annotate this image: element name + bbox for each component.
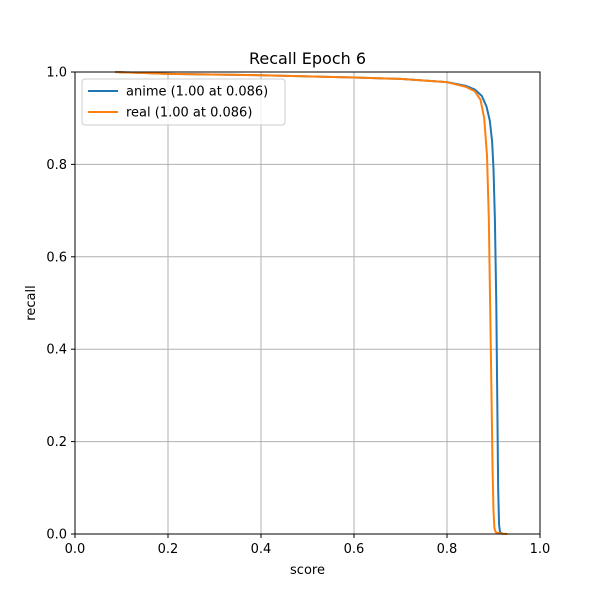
- series-line-anime: [114, 71, 504, 535]
- x-tick-label: 0.2: [158, 542, 179, 557]
- series-layer: [114, 71, 508, 535]
- x-tick-label: 1.0: [530, 542, 551, 557]
- x-tick-label: 0.0: [65, 542, 86, 557]
- legend-label-real: real (1.00 at 0.086): [126, 106, 252, 121]
- plot-frame: [74, 71, 541, 535]
- series-line-real: [114, 71, 508, 535]
- y-tick-label: 0.6: [46, 250, 67, 265]
- y-tick-label: 1.0: [46, 66, 67, 81]
- x-axis-label: score: [290, 563, 325, 578]
- grid-layer: [74, 71, 541, 535]
- x-tick-label: 0.8: [437, 542, 458, 557]
- x-tick-label: 0.6: [344, 542, 365, 557]
- y-tick-label: 0.2: [46, 435, 67, 450]
- y-tick-label: 0.0: [46, 528, 67, 543]
- y-axis-label: recall: [24, 285, 39, 320]
- x-tick-label: 0.4: [251, 542, 272, 557]
- y-tick-label: 0.4: [46, 343, 67, 358]
- legend: anime (1.00 at 0.086) real (1.00 at 0.08…: [81, 78, 286, 126]
- ticks-layer: 0.0 0.2 0.4 0.6 0.8 1.0 0.0 0.2 0.4 0.6 0.8 1.0: [46, 66, 550, 558]
- legend-box: [81, 78, 286, 126]
- legend-label-anime: anime (1.00 at 0.086): [126, 85, 268, 100]
- chart-title: Recall Epoch 6: [249, 49, 366, 68]
- y-tick-label: 0.8: [46, 158, 67, 173]
